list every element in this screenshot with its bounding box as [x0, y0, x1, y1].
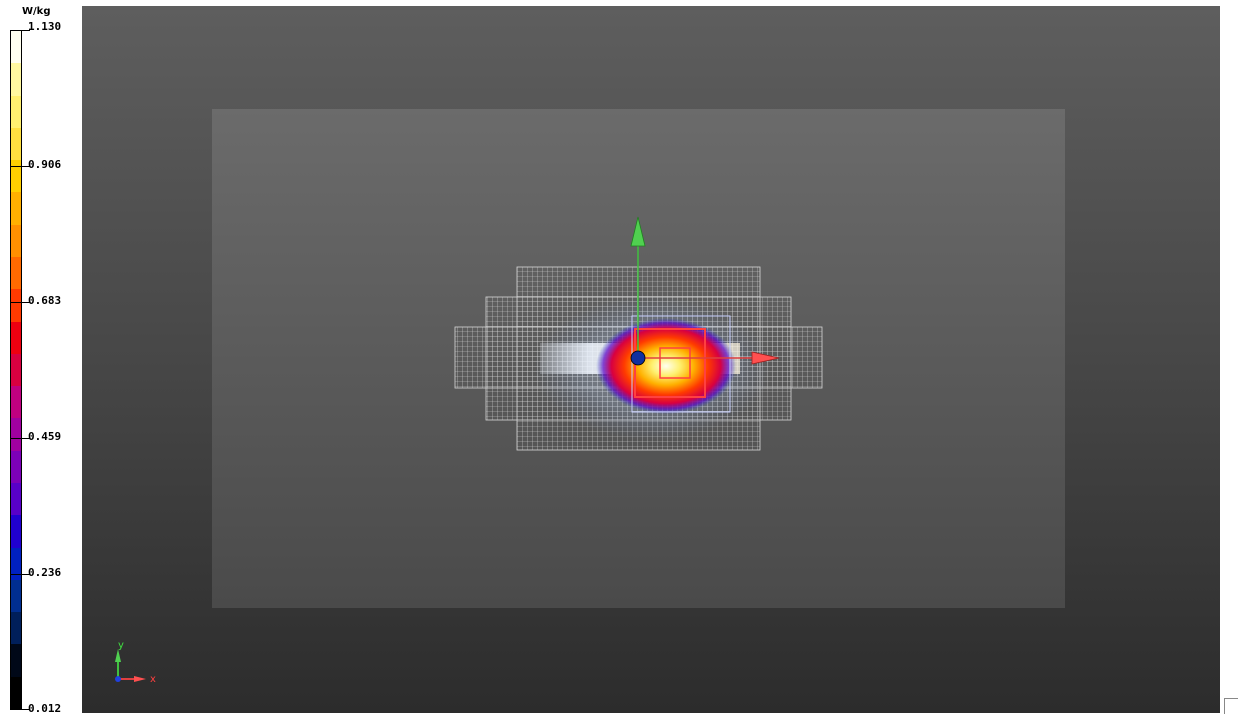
orientation-triad: y x [115, 640, 156, 685]
legend-color-segment [11, 418, 21, 451]
legend-tick-label: 0.459 [28, 430, 62, 443]
legend-tick-label: 0.906 [28, 158, 62, 171]
legend-tick-label: 0.012 [28, 702, 62, 715]
legend-color-segment [11, 386, 21, 419]
legend-color-segment [11, 482, 21, 516]
legend-tick [10, 438, 30, 439]
legend-color-segment [11, 450, 21, 483]
legend-tick [10, 30, 30, 31]
peak-cube-box [659, 347, 691, 379]
legend-tick-label: 0.683 [28, 294, 62, 307]
legend-tick [10, 574, 30, 575]
x-axis-arrow-icon [751, 351, 780, 365]
legend-tick [10, 709, 30, 710]
legend-color-segment [11, 579, 21, 613]
sar-scene: y x [115, 216, 823, 685]
scan-region-box [631, 315, 731, 413]
legend-color-segment [11, 95, 21, 128]
legend-color-segment [11, 224, 21, 257]
origin-sphere-icon [630, 350, 646, 366]
legend-color-segment [11, 160, 21, 193]
legend-tick-label: 0.236 [28, 566, 62, 579]
legend-tick [10, 166, 30, 167]
legend-unit-label: W/kg [22, 6, 51, 17]
3d-viewport[interactable]: y x [82, 6, 1220, 713]
resize-corner [1224, 698, 1238, 714]
legend-color-segment [11, 321, 21, 354]
legend-color-segment [11, 127, 21, 161]
legend-tick-label: 1.130 [28, 20, 62, 33]
legend-color-segment [11, 676, 21, 709]
legend-color-segment [11, 547, 21, 580]
legend-color-segment [11, 612, 21, 645]
legend-color-segment [11, 63, 21, 96]
color-scale-legend: W/kg 1.130 0.906 0.683 0.459 0.236 0.012 [0, 0, 82, 715]
triad-x-label: x [150, 674, 156, 685]
legend-color-segment [11, 353, 21, 387]
legend-color-segment [11, 289, 21, 322]
y-axis-arrow-icon [630, 216, 646, 247]
legend-color-segment [11, 515, 21, 548]
legend-tick [10, 302, 30, 303]
legend-color-segment [11, 192, 21, 225]
triad-y-label: y [118, 640, 124, 651]
legend-color-segment [11, 644, 21, 677]
legend-color-bar [10, 30, 22, 710]
legend-color-segment [11, 256, 21, 290]
legend-color-segment [11, 31, 21, 64]
sar-hotspot [596, 318, 736, 414]
